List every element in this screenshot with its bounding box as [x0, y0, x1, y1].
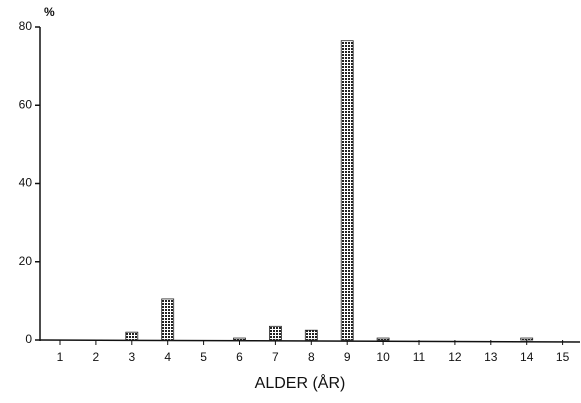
x-tick-label: 13	[484, 350, 498, 364]
x-tick-label: 4	[164, 350, 171, 364]
y-tick-label: 40	[19, 176, 33, 190]
x-tick-label: 9	[344, 350, 351, 364]
y-tick-label: 20	[19, 254, 33, 268]
bar	[125, 331, 139, 341]
bar	[268, 325, 282, 341]
x-tick-label: 3	[128, 350, 135, 364]
x-tick-label: 5	[200, 350, 207, 364]
x-tick-label: 8	[308, 350, 315, 364]
bar	[376, 337, 390, 341]
x-tick-label: 1	[57, 350, 64, 364]
bar	[304, 329, 318, 341]
bar	[233, 337, 246, 341]
y-tick-label: 60	[19, 97, 33, 111]
y-axis-label: %	[44, 5, 55, 19]
bar	[161, 298, 175, 341]
y-tick-label: 80	[19, 19, 33, 33]
x-tick-label: 10	[376, 350, 390, 364]
x-tick-label: 6	[236, 350, 243, 364]
bar	[340, 40, 354, 341]
x-axis-label: ALDER (ÅR)	[255, 373, 346, 392]
x-tick-label: 12	[448, 350, 462, 364]
x-tick-label: 7	[272, 350, 279, 364]
y-tick-label: 0	[25, 332, 32, 346]
x-tick-label: 14	[520, 350, 534, 364]
bar	[520, 337, 534, 341]
x-tick-label: 2	[93, 350, 100, 364]
x-tick-label: 15	[556, 350, 570, 364]
x-tick-label: 11	[413, 350, 426, 364]
